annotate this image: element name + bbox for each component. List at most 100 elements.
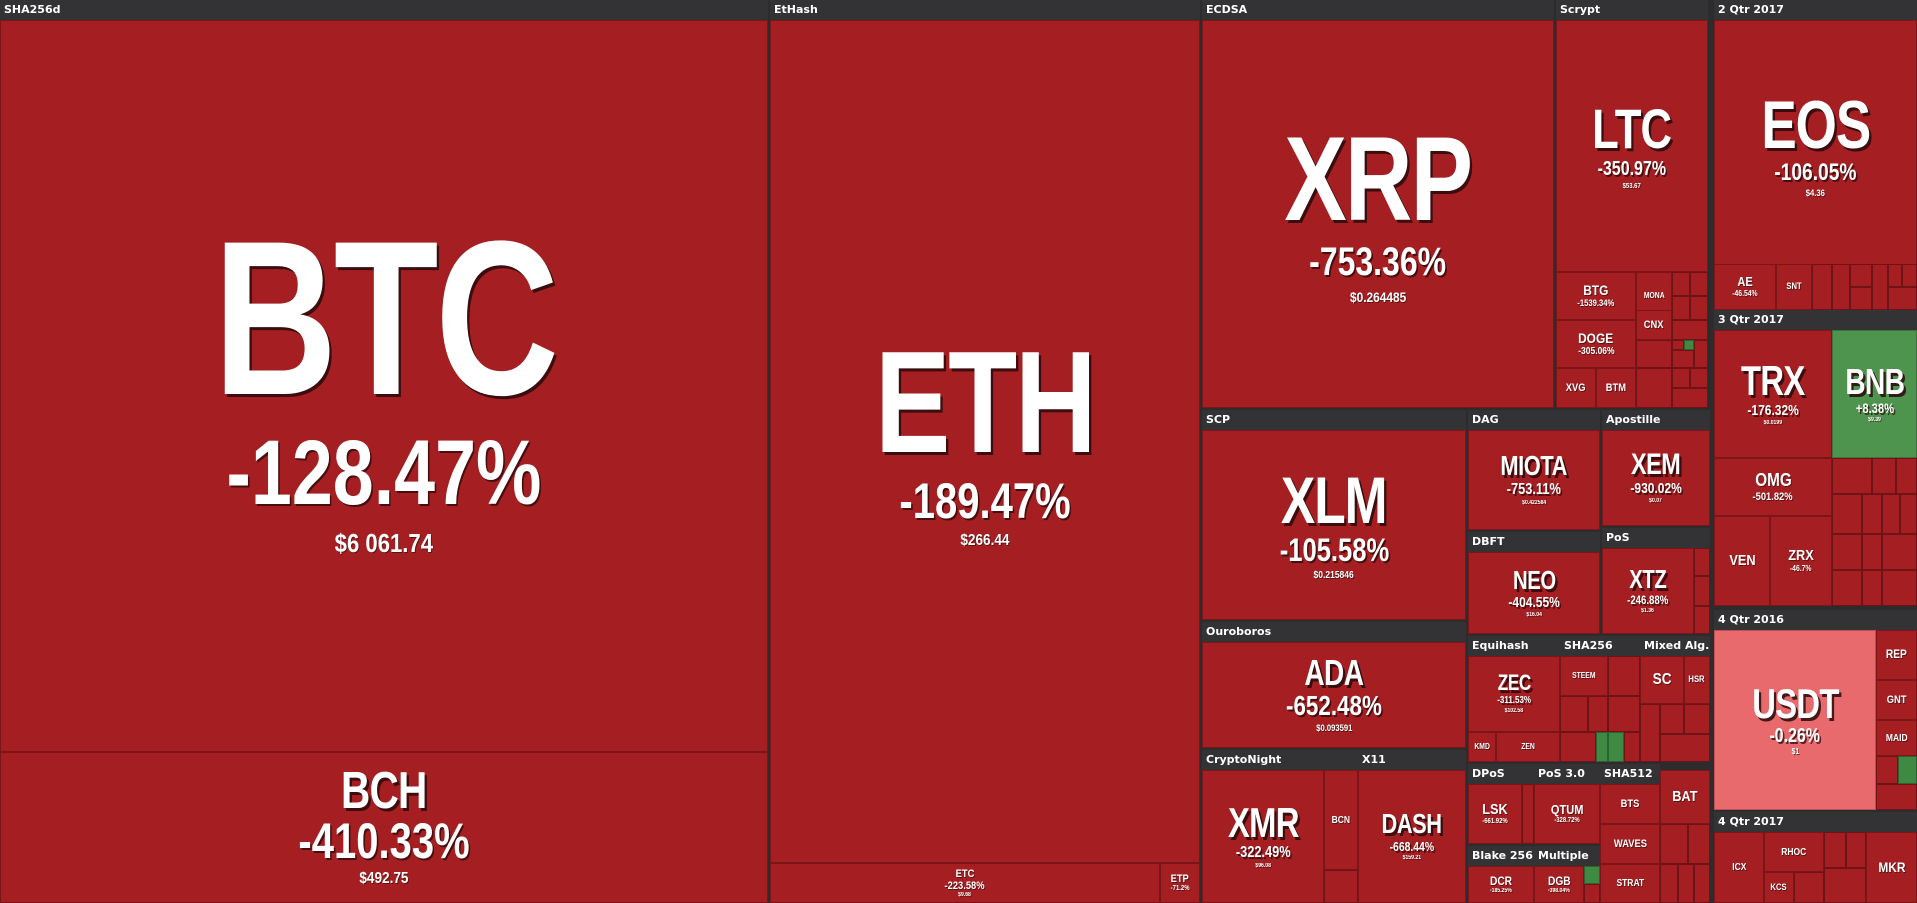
mini-tile[interactable] [1876,756,1898,784]
group-header-multiple[interactable]: Multiple [1534,846,1600,866]
mini-tile[interactable] [1660,864,1678,903]
mini-tile[interactable] [1624,732,1640,762]
group-header-dbft[interactable]: DBFT [1468,532,1600,552]
mini-tile[interactable] [1888,264,1902,287]
tile-btc[interactable]: BTC -128.47% $6 061.74 [0,20,768,752]
group-header-scp[interactable]: SCP [1202,410,1466,430]
mini-tile[interactable] [1640,704,1660,762]
tile-bat[interactable]: BAT [1660,770,1710,824]
mini-tile[interactable] [1560,732,1596,762]
mini-tile[interactable] [1608,656,1640,696]
tile-rep[interactable]: REP [1876,630,1917,680]
mini-tile[interactable] [1876,784,1917,810]
mini-tile[interactable] [1862,494,1882,534]
tile-cnx[interactable]: CNX [1636,310,1672,340]
mini-tile[interactable] [1672,296,1690,320]
group-header-cryptonight[interactable]: CryptoNight [1202,750,1358,770]
mini-tile[interactable] [1678,864,1694,903]
mini-tile[interactable] [1812,264,1832,310]
mini-tile[interactable] [1832,570,1862,606]
mini-tile[interactable] [1672,340,1684,350]
group-header-pos30[interactable]: PoS 3.0 [1534,764,1600,784]
mini-tile[interactable] [1832,534,1862,570]
group-header-q2-2017[interactable]: 2 Qtr 2017 [1714,0,1917,20]
mini-tile[interactable] [1584,866,1600,884]
mini-tile[interactable] [1862,534,1882,570]
mini-tile[interactable] [1832,458,1872,494]
tile-bch[interactable]: BCH -410.33% $492.75 [0,752,768,903]
tile-kmd[interactable]: KMD [1468,732,1496,762]
mini-tile[interactable] [1672,272,1690,296]
tile-dcr[interactable]: DCR -185.25% [1468,866,1534,903]
tile-etc[interactable]: ETC -223.58% $9.68 [770,863,1160,903]
tile-zec[interactable]: ZEC -311.53% $102.58 [1468,656,1560,732]
group-header-blake256[interactable]: Blake 256 [1468,846,1534,866]
tile-xem[interactable]: XEM -930.02% $0.07 [1602,430,1710,526]
group-header-dpos[interactable]: DPoS [1468,764,1534,784]
mini-tile[interactable] [1672,368,1690,388]
tile-dash[interactable]: DASH -668.44% $159.21 [1358,770,1466,903]
group-header-x11[interactable]: X11 [1358,750,1466,770]
tile-qtum[interactable]: QTUM -328.72% [1534,784,1600,844]
mini-tile[interactable] [1900,494,1917,534]
group-header-pos[interactable]: PoS [1602,528,1710,548]
tile-zrx[interactable]: ZRX -46.7% [1770,516,1832,606]
mini-tile[interactable] [1794,872,1824,903]
mini-tile[interactable] [1882,570,1917,606]
group-header-ouroboros[interactable]: Ouroboros [1202,622,1466,642]
mini-tile[interactable] [1660,704,1684,734]
mini-tile[interactable] [1688,824,1710,864]
mini-tile[interactable] [1560,696,1588,732]
mini-tile[interactable] [1694,606,1710,634]
mini-tile[interactable] [1832,264,1850,310]
mini-tile[interactable] [1898,756,1917,784]
group-header-sha256[interactable]: SHA256 [1560,636,1640,656]
mini-tile[interactable] [1850,287,1872,310]
mini-tile[interactable] [1896,458,1917,494]
tile-bcn[interactable]: BCN [1324,770,1358,870]
mini-tile[interactable] [1660,734,1710,762]
tile-usdt[interactable]: USDT -0.26% $1 [1714,630,1876,810]
mini-tile[interactable] [1832,494,1862,534]
mini-tile[interactable] [1672,320,1708,340]
mini-tile[interactable] [1690,296,1708,320]
tile-steem[interactable]: STEEM [1560,656,1608,696]
group-header-mixed[interactable]: Mixed Alg... [1640,636,1710,656]
group-header-sha512[interactable]: SHA512 [1600,764,1660,784]
mini-tile[interactable] [1694,340,1708,368]
mini-tile[interactable] [1872,264,1888,310]
tile-mkr[interactable]: MKR [1866,832,1917,903]
group-header-equihash[interactable]: Equihash [1468,636,1560,656]
tile-snt[interactable]: SNT [1776,264,1812,310]
tile-rhoc[interactable]: RHOC [1764,832,1824,872]
mini-tile[interactable] [1846,832,1866,868]
tile-xvg[interactable]: XVG [1556,368,1596,408]
tile-lsk[interactable]: LSK -661.92% [1468,784,1522,844]
mini-tile[interactable] [1862,570,1882,606]
group-header-sha256d[interactable]: SHA256d [0,0,768,20]
tile-gnt[interactable]: GNT [1876,680,1917,720]
tile-btg[interactable]: BTG -1539.34% [1556,272,1636,320]
group-header-apostille[interactable]: Apostille [1602,410,1710,430]
tile-ae[interactable]: AE -46.54% [1714,264,1776,310]
tile-omg[interactable]: OMG -501.82% [1714,458,1832,516]
group-header-q3-2017[interactable]: 3 Qtr 2017 [1714,310,1917,330]
mini-tile[interactable] [1684,704,1710,734]
tile-trx[interactable]: TRX -176.32% $0.0199 [1714,330,1832,458]
tile-zen[interactable]: ZEN [1496,732,1560,762]
mini-tile[interactable] [1672,388,1708,408]
mini-tile[interactable] [1608,732,1624,762]
mini-tile[interactable] [1660,824,1688,864]
group-header-dag[interactable]: DAG [1468,410,1600,430]
tile-dgb[interactable]: DGB -398.04% [1534,866,1584,903]
tile-bts[interactable]: BTS [1600,784,1660,824]
group-header-q4-2017[interactable]: 4 Qtr 2017 [1714,812,1917,832]
mini-tile[interactable] [1694,864,1710,903]
mini-tile[interactable] [1636,368,1672,408]
mini-tile[interactable] [1608,696,1640,732]
mini-tile[interactable] [1882,494,1900,534]
mini-tile[interactable] [1694,548,1710,576]
mini-tile[interactable] [1584,884,1600,903]
tile-ada[interactable]: ADA -652.48% $0.093591 [1202,642,1466,748]
mini-tile[interactable] [1824,832,1846,868]
